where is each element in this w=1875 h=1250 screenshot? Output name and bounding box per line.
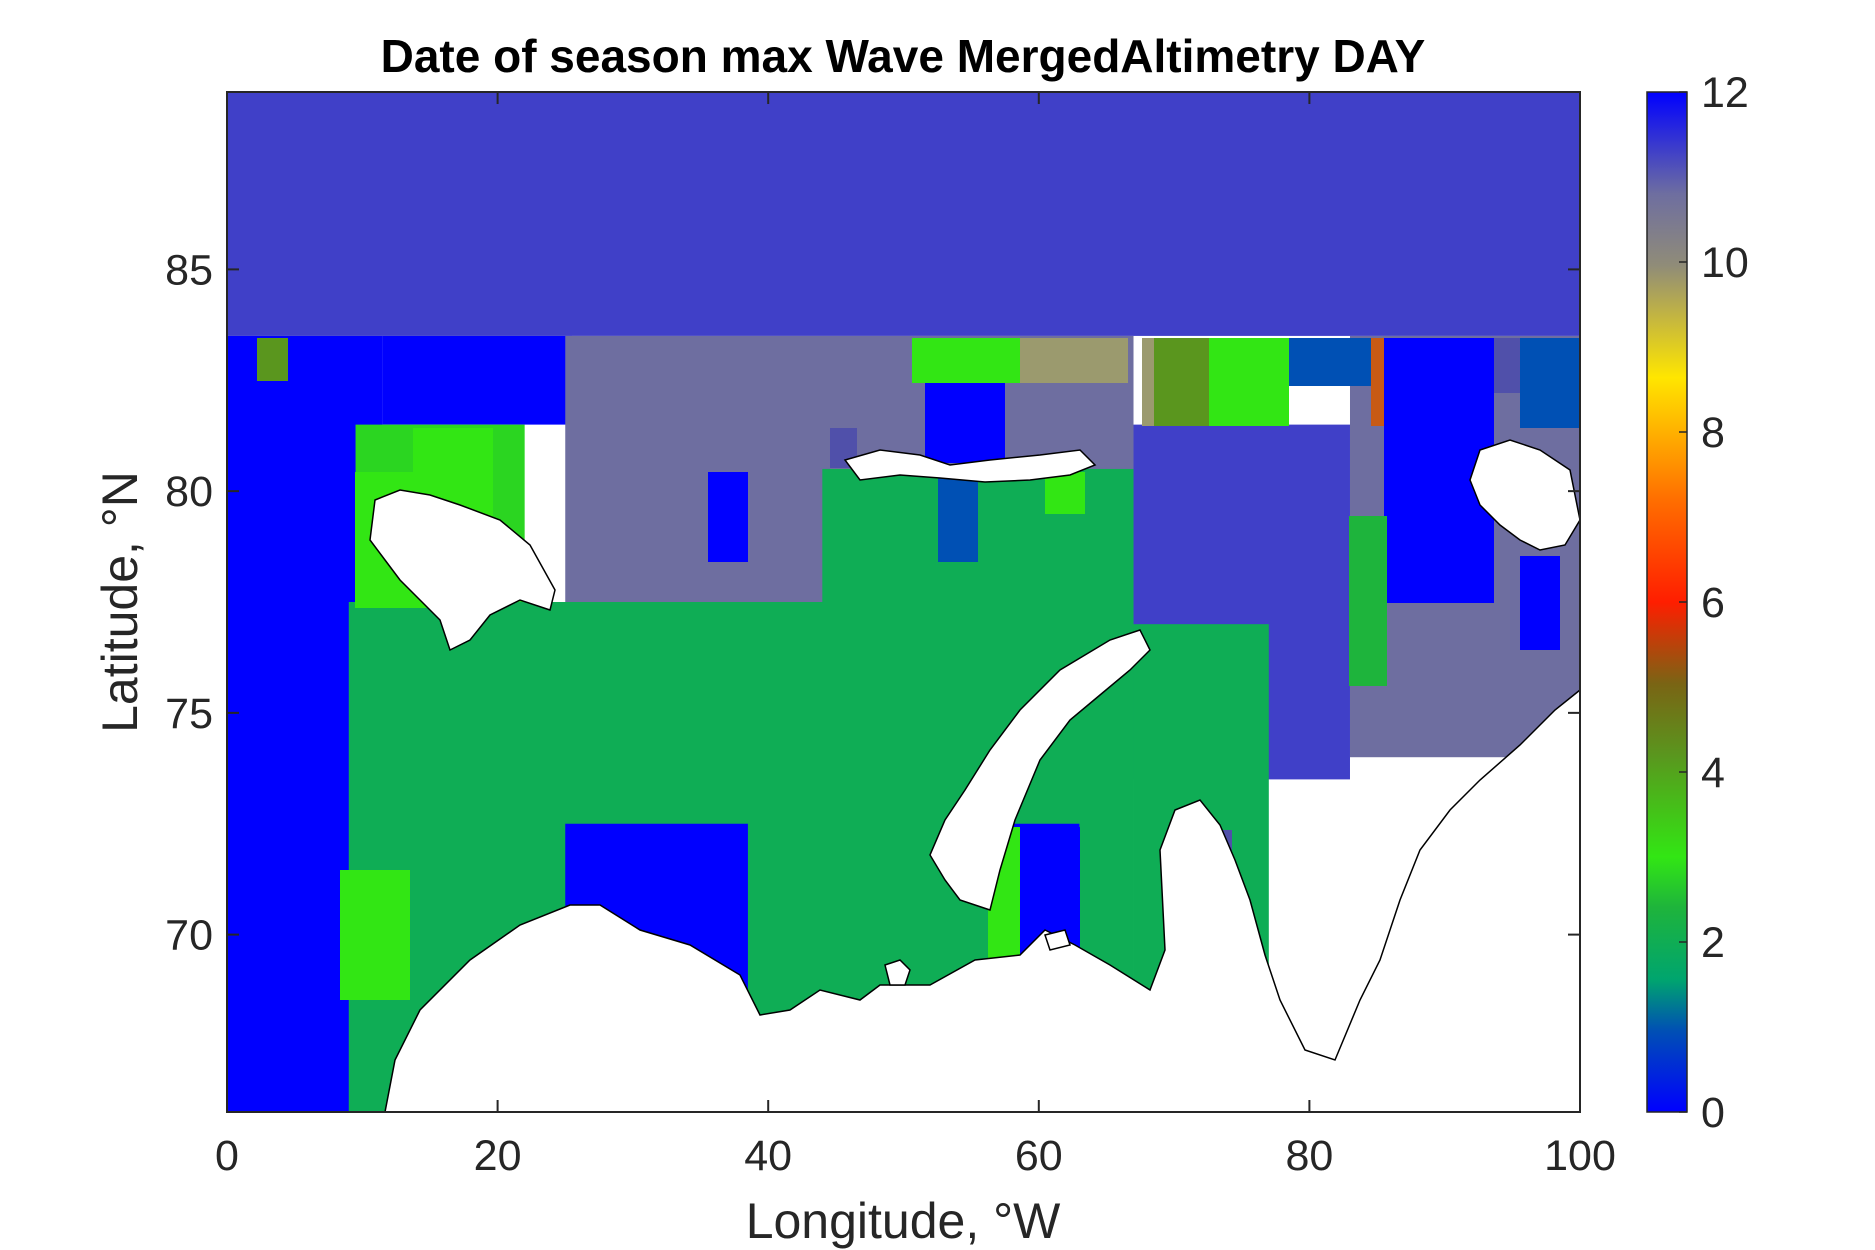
chart-title: Date of season max Wave MergedAltimetry … [381,30,1426,82]
x-tick-label: 40 [744,1132,792,1180]
franz-josef-land [843,449,1097,483]
colorbar-tick-label: 8 [1701,409,1725,457]
colorbar-tick-label: 4 [1701,749,1725,797]
y-axis: 70 75 80 85 [165,246,1580,960]
x-tick-label: 0 [215,1132,239,1180]
y-tick-label: 80 [165,468,213,516]
vaygach-island [1044,929,1071,951]
x-tick-label: 60 [1015,1132,1063,1180]
x-axis-label: Longitude, °W [746,1193,1061,1249]
severnaya-zemlya [1469,439,1580,551]
colorbar-tick-label: 12 [1701,69,1749,117]
novaya-zemlya [929,629,1151,911]
y-tick-label: 75 [165,690,213,738]
x-tick-label: 100 [1544,1132,1616,1180]
svalbard [369,489,556,652]
scandinavia-russia-coast [384,689,1580,1112]
y-tick-label: 70 [165,912,213,960]
land-areas [369,439,1580,1112]
kolguev-island [884,959,911,986]
x-tick-label: 80 [1285,1132,1333,1180]
x-tick-label: 20 [474,1132,522,1180]
heat-cell-greenland-sea-north [382,335,573,425]
plot-area [227,92,1580,1112]
axes-frame [226,91,1581,1113]
colorbar-axis: 0 2 4 6 8 10 12 [1679,69,1749,1137]
colorbar-tick-label: 0 [1701,1089,1725,1137]
x-axis: 0 20 40 60 80 100 [215,92,1616,1180]
colorbar-tick-label: 2 [1701,919,1725,967]
y-tick-label: 85 [165,246,213,294]
y-axis-label: Latitude, °N [92,471,148,733]
colorbar-tick-label: 10 [1701,239,1749,287]
heat-cell-polar-cap [227,92,1580,336]
colorbar-tick-label: 6 [1701,579,1725,627]
